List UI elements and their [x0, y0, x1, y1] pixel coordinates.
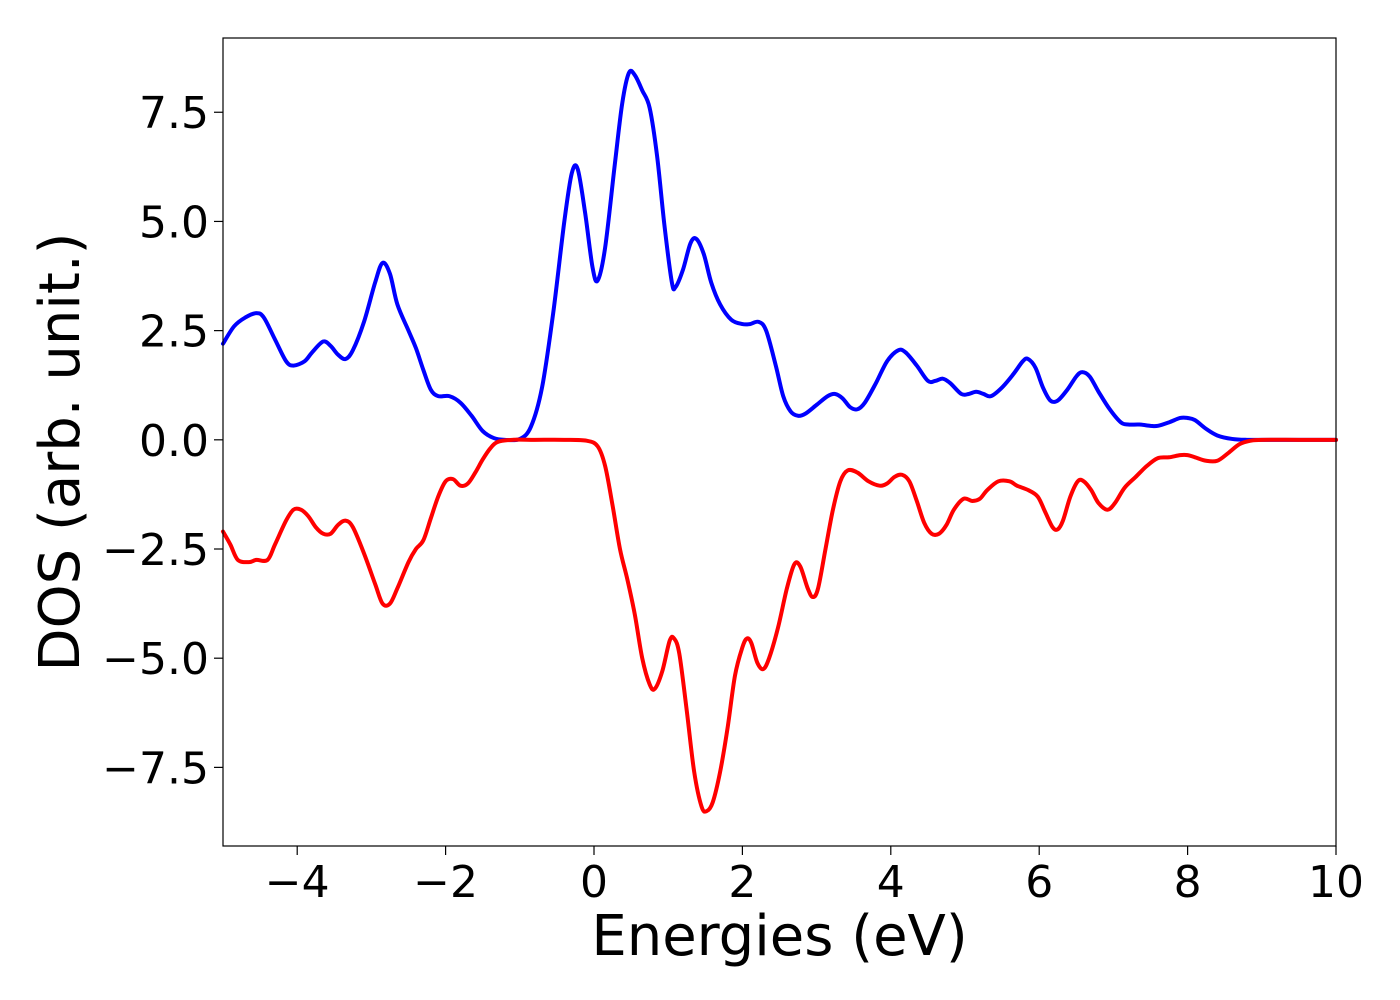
y-tick-label: −2.5 — [102, 525, 209, 576]
x-tick-label: 2 — [728, 857, 756, 908]
x-tick-label: 10 — [1308, 857, 1364, 908]
y-axis-title: DOS (arb. unit.) — [28, 232, 93, 671]
y-tick-label: 5.0 — [139, 197, 209, 248]
x-tick-label: 4 — [877, 857, 905, 908]
y-tick-label: 2.5 — [139, 307, 209, 358]
series-layer — [221, 68, 1338, 814]
x-tick-label: 8 — [1174, 857, 1202, 908]
x-axis-ticks: −4 −2 0 2 4 6 8 10 — [265, 846, 1364, 908]
y-tick-label: −5.0 — [102, 634, 209, 685]
series-line-2 — [221, 437, 1338, 814]
y-axis-ticks: 7.5 5.0 2.5 0.0 −2.5 −5.0 −7.5 — [102, 88, 223, 794]
plot-area-frame — [222, 37, 1337, 847]
y-tick-label: −7.5 — [102, 743, 209, 794]
x-axis-title: Energies (eV) — [591, 904, 967, 969]
y-tick-label: 7.5 — [139, 88, 209, 139]
x-tick-label: −2 — [413, 857, 478, 908]
x-tick-label: −4 — [265, 857, 330, 908]
x-tick-label: 0 — [580, 857, 608, 908]
x-tick-label: 6 — [1025, 857, 1053, 908]
series-line-1 — [221, 68, 1338, 443]
y-tick-label: 0.0 — [139, 416, 209, 467]
